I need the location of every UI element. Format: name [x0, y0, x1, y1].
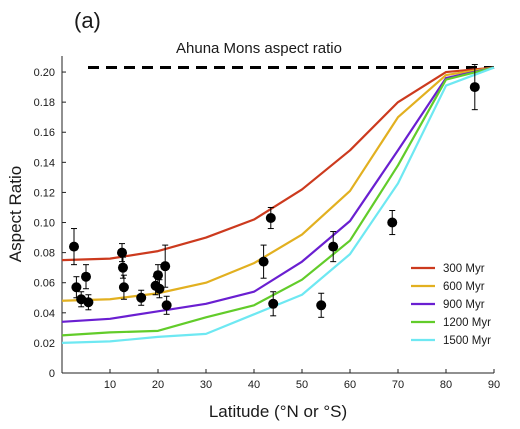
data-point — [71, 282, 82, 293]
legend-label: 1200 Myr — [443, 317, 491, 329]
observation-points — [69, 64, 480, 318]
ahuna-reference-label: Ahuna Mons aspect ratio — [176, 40, 342, 57]
x-tick-label: 80 — [440, 379, 452, 391]
y-tick-label: 0 — [49, 368, 55, 380]
plot-frame — [61, 56, 494, 374]
y-tick-label: 0.16 — [34, 127, 55, 139]
data-point — [328, 241, 339, 252]
y-tick-label: 0.10 — [34, 218, 55, 230]
data-point — [153, 270, 163, 281]
panel-label: (a) — [74, 8, 101, 33]
series-line-1200-myr — [61, 66, 495, 337]
series-lines — [61, 66, 495, 345]
x-tick-label: 60 — [344, 379, 356, 391]
x-tick-label: 30 — [200, 379, 212, 391]
x-tick-label: 90 — [488, 379, 500, 391]
legend-label: 900 Myr — [443, 299, 485, 311]
data-point — [265, 213, 276, 224]
y-tick-label: 0.08 — [34, 248, 55, 260]
data-point — [117, 262, 128, 273]
x-tick-label: 20 — [152, 379, 164, 391]
legend-label: 300 Myr — [443, 263, 485, 275]
y-tick-label: 0.06 — [34, 278, 55, 290]
data-point — [83, 297, 94, 308]
series-line-600-myr — [61, 66, 495, 302]
data-point — [69, 241, 79, 252]
data-point — [161, 300, 172, 311]
legend: 300 Myr 600 Myr 900 Myr 1200 Myr 1500 Myr — [411, 263, 491, 347]
series-line-300-myr — [61, 66, 495, 262]
data-point — [81, 271, 91, 282]
data-point — [268, 298, 279, 309]
y-tick-label: 0.02 — [34, 338, 55, 350]
y-tick-label: 0.20 — [34, 67, 55, 79]
series-line-900-myr — [61, 66, 495, 323]
y-ticks: 0 0.02 0.04 0.06 0.08 0.10 0.12 0.14 0.16 0.18 0.2… — [34, 67, 66, 380]
x-ticks: 10 20 30 40 50 60 70 80 90 — [104, 369, 500, 391]
y-tick-label: 0.12 — [34, 187, 55, 199]
x-tick-label: 10 — [104, 379, 116, 391]
data-point — [316, 300, 327, 311]
data-point — [154, 283, 165, 294]
y-tick-label: 0.14 — [34, 157, 55, 169]
legend-label: 600 Myr — [443, 281, 485, 293]
y-axis-title: Aspect Ratio — [6, 166, 25, 262]
data-point — [387, 217, 398, 228]
data-point — [469, 82, 480, 93]
x-axis-title: Latitude (°N or °S) — [209, 402, 347, 421]
legend-label: 1500 Myr — [443, 335, 491, 347]
x-tick-label: 40 — [248, 379, 260, 391]
x-tick-label: 70 — [392, 379, 404, 391]
y-tick-label: 0.04 — [34, 308, 55, 320]
data-point — [160, 261, 171, 272]
reference-line-group: Ahuna Mons aspect ratio — [88, 40, 494, 70]
data-point — [118, 282, 129, 293]
data-point — [258, 256, 269, 267]
y-tick-label: 0.18 — [34, 97, 55, 109]
data-point — [136, 292, 147, 303]
data-point — [117, 247, 127, 258]
x-tick-label: 50 — [296, 379, 308, 391]
